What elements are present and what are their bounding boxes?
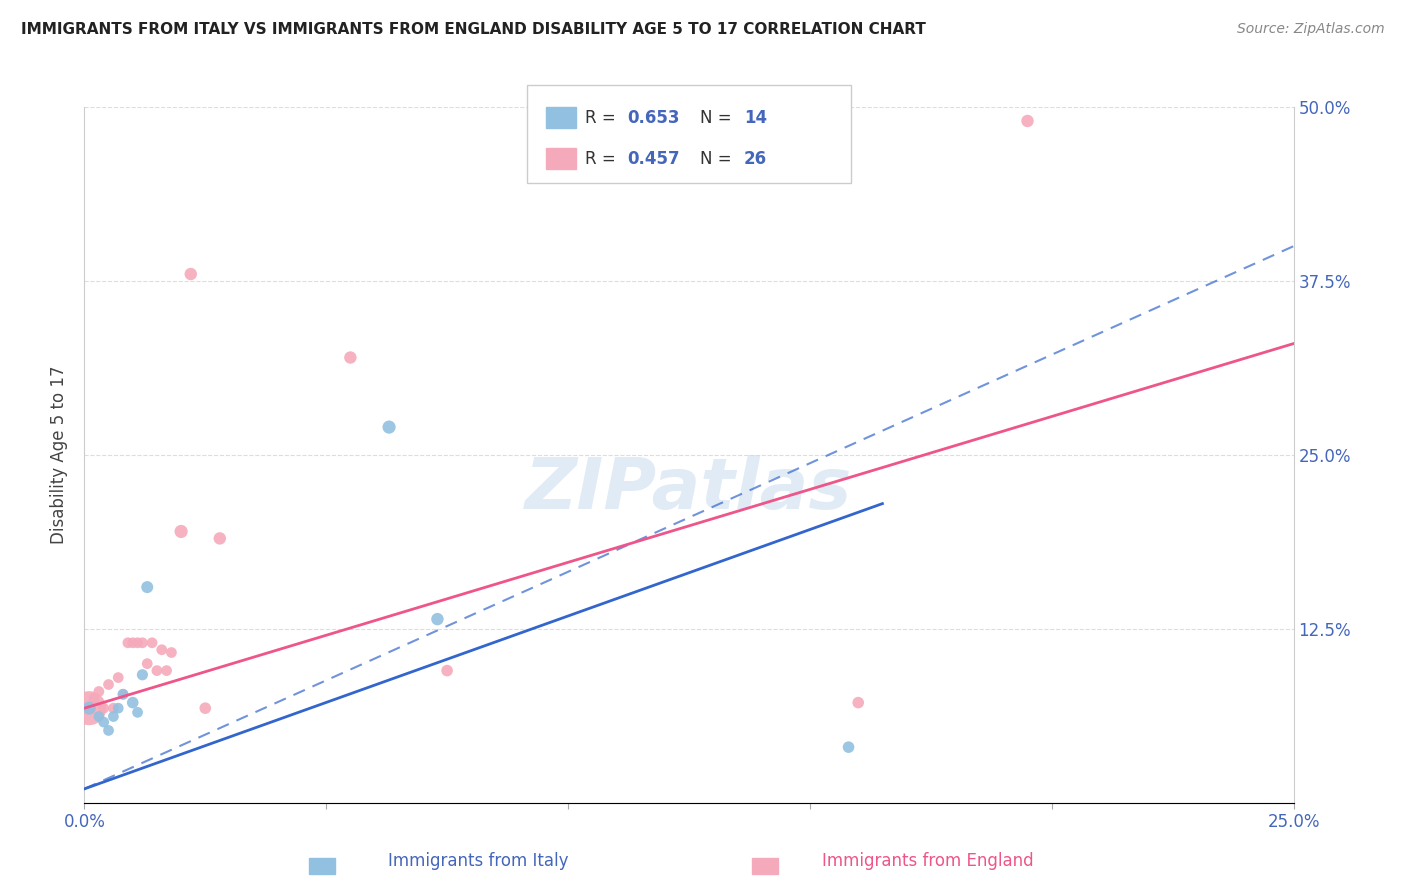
Point [146, 664, 169, 678]
Text: ZIPatlas: ZIPatlas [526, 455, 852, 524]
Point [77, 701, 100, 715]
Point [93, 715, 115, 730]
Point [121, 696, 143, 710]
Text: N =: N = [700, 150, 737, 168]
Text: R =: R = [585, 150, 621, 168]
Text: N =: N = [700, 109, 737, 127]
Point [436, 664, 458, 678]
Text: Immigrants from England: Immigrants from England [823, 852, 1033, 870]
Text: 0.653: 0.653 [627, 109, 679, 127]
Y-axis label: Disability Age 5 to 17: Disability Age 5 to 17 [51, 366, 69, 544]
Point [378, 420, 401, 434]
Point [150, 642, 173, 657]
Point [426, 612, 449, 626]
Point [121, 636, 143, 650]
Point [846, 696, 869, 710]
Point [112, 687, 135, 701]
Point [107, 671, 129, 685]
Text: R =: R = [585, 109, 621, 127]
Point [83, 691, 105, 706]
Text: IMMIGRANTS FROM ITALY VS IMMIGRANTS FROM ENGLAND DISABILITY AGE 5 TO 17 CORRELAT: IMMIGRANTS FROM ITALY VS IMMIGRANTS FROM… [21, 22, 927, 37]
Point [194, 701, 217, 715]
Point [131, 667, 153, 681]
Text: Immigrants from Italy: Immigrants from Italy [388, 852, 568, 870]
Point [112, 687, 135, 701]
Point [136, 580, 159, 594]
Point [838, 740, 860, 755]
Point [93, 701, 115, 715]
Point [180, 267, 202, 281]
Point [103, 709, 125, 723]
Text: 26: 26 [744, 150, 766, 168]
Point [155, 664, 177, 678]
Point [136, 657, 159, 671]
Point [1017, 114, 1039, 128]
Point [160, 646, 183, 660]
Point [87, 709, 110, 723]
Point [117, 636, 139, 650]
Point [339, 351, 361, 365]
Text: 0.457: 0.457 [627, 150, 679, 168]
Point [208, 532, 231, 546]
Point [131, 636, 153, 650]
Text: 14: 14 [744, 109, 766, 127]
Point [127, 706, 149, 720]
Point [141, 636, 163, 650]
Point [103, 701, 125, 715]
Text: Source: ZipAtlas.com: Source: ZipAtlas.com [1237, 22, 1385, 37]
Point [97, 723, 120, 738]
Point [127, 636, 149, 650]
Point [87, 684, 110, 698]
Point [97, 677, 120, 691]
Point [77, 701, 100, 715]
Point [107, 701, 129, 715]
Point [170, 524, 193, 539]
